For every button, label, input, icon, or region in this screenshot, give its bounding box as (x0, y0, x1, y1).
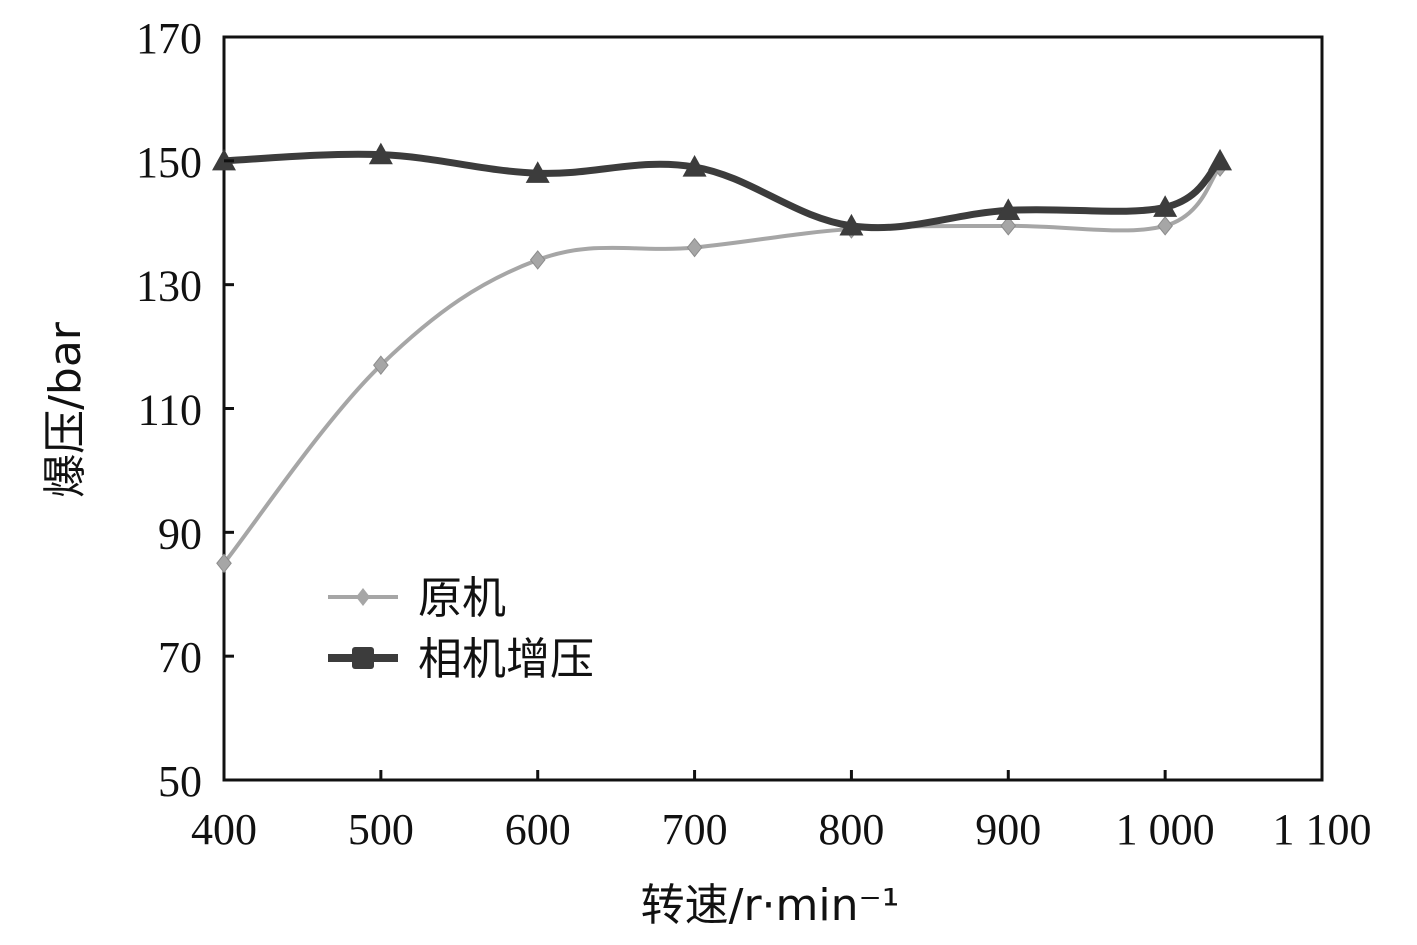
data-point-boosted (1153, 195, 1178, 217)
legend-marker-boosted (352, 647, 374, 669)
plot-area (212, 35, 1324, 782)
data-point-original (1000, 216, 1017, 236)
data-point-boosted (525, 161, 550, 183)
y-tick-label: 130 (136, 262, 202, 311)
plot-frame (222, 35, 1324, 782)
x-axis: 400 500 600 700 800 900 1 000 1 100 (191, 770, 1372, 854)
y-tick-label: 90 (158, 509, 202, 558)
x-tick-label: 800 (818, 805, 884, 854)
legend-label-original: 原机 (418, 573, 506, 624)
y-tick-label: 110 (138, 386, 202, 435)
data-point-original (373, 355, 389, 375)
legend-label-boosted: 相机增压 (418, 634, 594, 685)
y-tick-label: 70 (158, 633, 202, 682)
data-point-boosted (368, 142, 393, 165)
x-tick-label: 400 (191, 805, 257, 854)
data-point-boosted (839, 213, 864, 236)
data-point-boosted (996, 198, 1021, 220)
x-tick-label: 1 000 (1116, 805, 1215, 854)
legend-item-boosted: 相机增压 (328, 634, 594, 685)
x-axis-title: 转速/r·min⁻¹ (641, 880, 900, 931)
x-tick-label: 600 (505, 805, 571, 854)
y-tick-label: 170 (136, 14, 202, 63)
x-tick-label: 900 (975, 805, 1041, 854)
y-axis-title: 爆压/bar (40, 321, 91, 498)
data-point-original (1157, 216, 1173, 236)
data-point-boosted (682, 155, 707, 177)
data-point-original (686, 237, 703, 258)
y-tick-label: 50 (158, 757, 202, 806)
x-tick-label: 700 (662, 805, 728, 854)
data-point-original (529, 250, 546, 270)
data-point-boosted (1208, 148, 1233, 171)
x-tick-label: 1 100 (1273, 805, 1372, 854)
series-line-boosted (223, 150, 1223, 232)
legend-marker-original (356, 588, 370, 606)
x-tick-label: 500 (348, 805, 414, 854)
legend-item-original: 原机 (328, 573, 506, 624)
data-point-original (216, 553, 232, 574)
y-tick-label: 150 (136, 138, 202, 187)
y-axis: 50 70 90 110 130 150 170 (136, 14, 234, 806)
legend: 原机 相机增压 (328, 573, 594, 685)
